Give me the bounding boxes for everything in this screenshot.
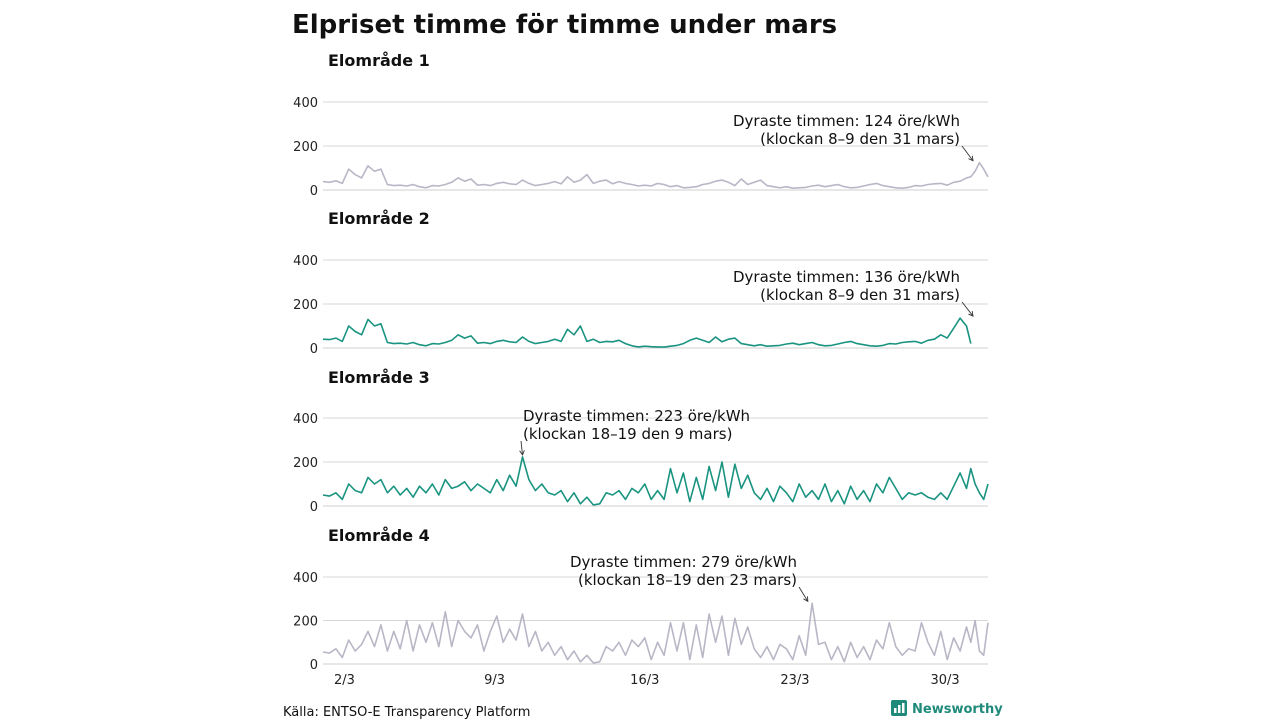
brand-logo-bar	[898, 705, 901, 713]
series-line-elomrade-4	[322, 602, 989, 664]
x-tick-label: 9/3	[484, 673, 505, 688]
brand-logo-bar	[902, 703, 905, 713]
y-tick-label: 0	[310, 184, 318, 199]
y-tick-label: 0	[310, 658, 318, 673]
x-tick-label: 23/3	[780, 673, 809, 688]
series-line-elomrade-3	[322, 456, 989, 506]
panel-4: Elområde 4 0 200 400 Dyraste timmen: 279 öre…	[293, 526, 989, 688]
annotation-leader	[520, 440, 523, 455]
y-tick-label: 400	[293, 571, 318, 586]
y-tick-label: 200	[293, 615, 318, 630]
y-tick-label: 400	[293, 96, 318, 111]
annotation-arrowhead	[968, 155, 974, 162]
panel-title: Elområde 2	[328, 209, 430, 228]
annotation-leader	[961, 301, 974, 317]
series-line-elomrade-1	[322, 161, 989, 189]
panel-1: Elområde 1 0 200 400 Dyraste timmen: 124 öre…	[293, 51, 989, 199]
annotation-text: Dyraste timmen: 279 öre/kWh	[570, 553, 797, 571]
y-tick-label: 0	[310, 500, 318, 515]
x-tick-label: 2/3	[334, 673, 355, 688]
y-tick-label: 400	[293, 412, 318, 427]
brand-name: Newsworthy	[912, 702, 1003, 717]
annotation-arrowhead	[803, 596, 809, 603]
annotation-leader	[961, 145, 974, 161]
annotation-text: Dyraste timmen: 223 öre/kWh	[523, 407, 750, 425]
y-tick-label: 0	[310, 342, 318, 357]
x-tick-label: 30/3	[930, 673, 959, 688]
panel-2: Elområde 2 0 200 400 Dyraste timmen: 136 öre…	[293, 209, 988, 357]
brand-logo-bar	[894, 708, 897, 713]
series-line-elomrade-2	[322, 317, 972, 348]
panel-3: Elområde 3 0 200 400 Dyraste timmen: 223 öre…	[293, 368, 989, 515]
brand-logo[interactable]: Newsworthy	[891, 700, 1003, 717]
y-tick-label: 200	[293, 456, 318, 471]
annotation-text: Dyraste timmen: 124 öre/kWh	[733, 112, 960, 130]
annotation-text: (klockan 8–9 den 31 mars)	[760, 130, 960, 148]
annotation-leader	[798, 586, 809, 602]
panel-title: Elområde 3	[328, 368, 430, 387]
chart-title: Elpriset timme för timme under mars	[292, 10, 837, 40]
y-tick-label: 200	[293, 140, 318, 155]
y-tick-label: 400	[293, 254, 318, 269]
panels: Elområde 1 0 200 400 Dyraste timmen: 124 öre…	[293, 51, 989, 688]
annotation-text: (klockan 18–19 den 23 mars)	[578, 571, 797, 589]
annotation-text: (klockan 18–19 den 9 mars)	[523, 425, 732, 443]
annotation-arrowhead	[519, 450, 525, 456]
source-note: Källa: ENTSO-E Transparency Platform	[283, 705, 530, 720]
y-tick-label: 200	[293, 298, 318, 313]
annotation-text: (klockan 8–9 den 31 mars)	[760, 286, 960, 304]
annotation-arrowhead	[968, 311, 974, 317]
panel-title: Elområde 1	[328, 51, 430, 70]
x-tick-label: 16/3	[630, 673, 659, 688]
panel-title: Elområde 4	[328, 526, 430, 545]
annotation-text: Dyraste timmen: 136 öre/kWh	[733, 268, 960, 286]
